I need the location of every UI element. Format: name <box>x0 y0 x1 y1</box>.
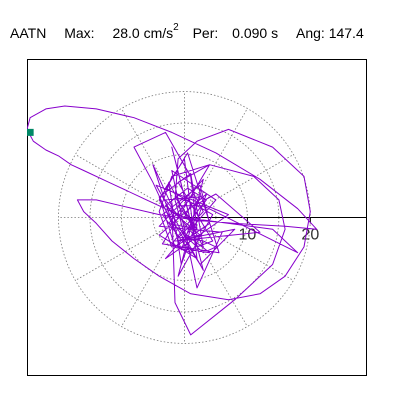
angle-label: Ang: <box>296 24 325 41</box>
orbit-chart: 10 20 <box>26 59 367 376</box>
x-tick-label-20: 20 <box>301 227 319 244</box>
max-value: 28.0 cm/s2 <box>112 20 178 43</box>
max-value-text: 28.0 cm/s <box>112 24 174 41</box>
angle-value: 147.4 <box>328 24 364 41</box>
orbit-path <box>26 105 318 336</box>
x-axis: 10 20 <box>184 217 367 244</box>
max-unit-exponent: 2 <box>173 22 179 33</box>
plot-area: 10 20 <box>26 59 367 376</box>
period-value: 0.090 s <box>232 24 279 41</box>
start-marker <box>26 128 34 136</box>
x-tick-label-10: 10 <box>238 227 256 244</box>
start-marker-group <box>26 128 34 136</box>
max-label: Max: <box>64 24 95 41</box>
header-readout: AATN Max: 28.0 cm/s2 Per: 0.090 s Ang: 1… <box>10 20 364 43</box>
period-label: Per: <box>192 24 219 41</box>
orbit-trace <box>26 105 318 336</box>
component-name: AATN <box>10 24 47 41</box>
